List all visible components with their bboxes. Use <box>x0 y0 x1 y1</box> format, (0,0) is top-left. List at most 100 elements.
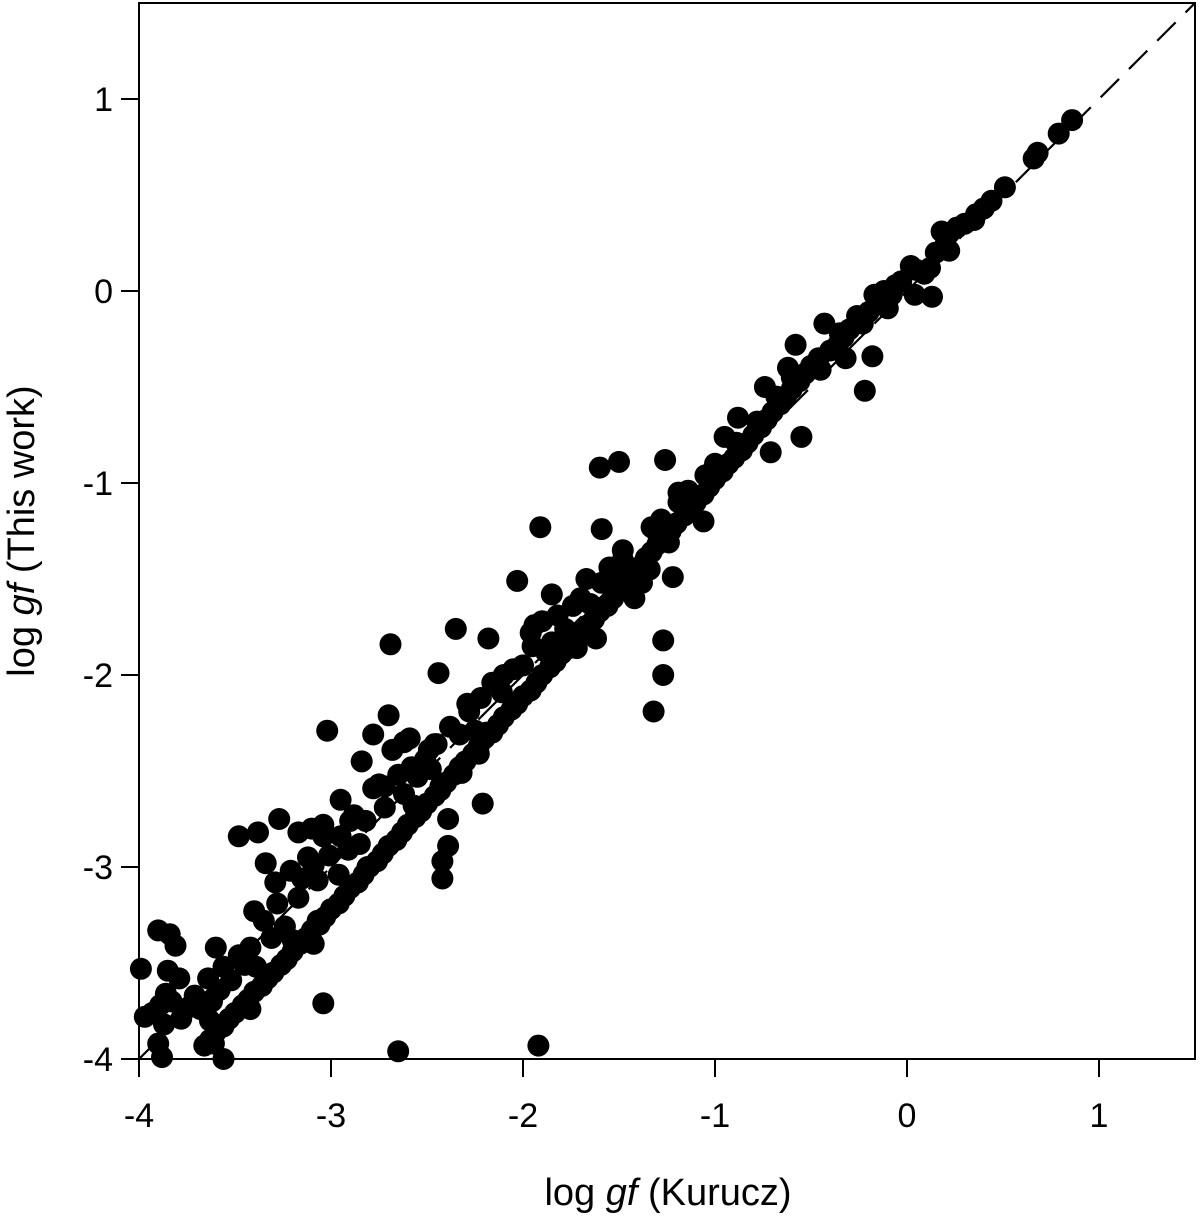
data-point <box>692 510 715 533</box>
data-point <box>129 957 152 980</box>
data-point <box>828 322 851 345</box>
data-point <box>506 569 529 592</box>
data-point <box>431 867 454 890</box>
data-point <box>279 859 302 882</box>
data-point <box>861 345 884 368</box>
data-point <box>379 633 402 656</box>
y-axis-ticks: -4 -3 -2 -1 0 1 <box>83 81 139 1079</box>
data-point <box>921 285 943 308</box>
data-point <box>753 376 776 398</box>
data-point <box>264 871 287 894</box>
data-point <box>133 1005 156 1028</box>
data-point <box>608 450 630 473</box>
data-point <box>297 846 319 869</box>
data-point <box>373 775 396 798</box>
data-point <box>153 1013 175 1036</box>
x-axis-title-prefix: log <box>544 1172 605 1214</box>
data-point <box>287 886 310 909</box>
data-point <box>212 955 235 978</box>
x-tick-label: -2 <box>508 1097 538 1135</box>
data-point <box>471 792 494 815</box>
data-point <box>565 637 588 660</box>
data-point <box>204 936 227 959</box>
data-point <box>903 283 926 306</box>
data-point <box>156 959 179 982</box>
data-point <box>590 518 613 541</box>
data-point <box>492 664 515 686</box>
data-point <box>266 892 289 915</box>
data-point <box>350 750 373 773</box>
data-point <box>329 788 352 811</box>
data-point <box>427 662 450 685</box>
data-point <box>623 587 646 610</box>
data-point <box>809 358 832 381</box>
x-tick-label: 1 <box>1090 1097 1109 1135</box>
data-point <box>402 794 425 817</box>
data-point <box>393 731 415 754</box>
data-point <box>417 738 440 761</box>
data-point <box>477 627 500 650</box>
x-axis-title: log gf (Kurucz) <box>544 1172 791 1214</box>
data-point <box>444 617 467 640</box>
x-tick-label: 0 <box>898 1097 917 1135</box>
y-axis-title: log gf (This work) <box>1 385 43 676</box>
data-point <box>725 431 748 454</box>
x-axis-title-italic: gf <box>606 1172 641 1214</box>
data-point <box>281 929 304 951</box>
data-point <box>356 856 379 878</box>
data-point <box>197 967 220 990</box>
y-axis-title-suffix: (This work) <box>1 385 43 583</box>
data-point <box>1047 122 1070 145</box>
data-point <box>387 1040 410 1063</box>
data-point <box>930 220 953 243</box>
data-point <box>429 775 452 798</box>
data-point <box>654 449 677 471</box>
data-point <box>529 516 552 539</box>
data-point <box>302 932 325 955</box>
data-point <box>316 719 339 742</box>
x-tick-label: -3 <box>316 1097 346 1135</box>
data-point <box>362 723 385 746</box>
data-point <box>963 209 986 231</box>
data-point <box>243 900 266 923</box>
data-point <box>727 406 749 429</box>
x-tick-label: -4 <box>124 1097 154 1135</box>
data-point <box>938 239 961 262</box>
plot-area <box>138 2 1196 1060</box>
data-point <box>239 998 262 1021</box>
data-point <box>227 825 250 848</box>
data-point <box>646 521 669 544</box>
data-point <box>863 283 886 306</box>
data-point <box>456 692 479 715</box>
data-point <box>834 347 857 370</box>
data-point <box>540 583 563 606</box>
data-point <box>746 410 769 433</box>
data-point <box>467 742 490 765</box>
y-tick-label: -2 <box>83 657 113 695</box>
data-point <box>652 629 675 652</box>
data-points <box>129 109 1084 1070</box>
x-axis-title-suffix: (Kurucz) <box>637 1172 791 1214</box>
data-point <box>212 1048 235 1070</box>
y-tick-label: -4 <box>83 1041 113 1079</box>
data-point <box>227 944 250 967</box>
data-point <box>327 863 350 886</box>
x-tick-label: -1 <box>700 1097 730 1135</box>
data-point <box>312 813 335 836</box>
y-tick-label: 0 <box>94 273 113 311</box>
data-point <box>611 548 634 571</box>
y-tick-label: -3 <box>83 849 113 887</box>
data-point <box>475 721 498 744</box>
data-point <box>661 566 684 589</box>
data-point <box>306 909 329 932</box>
data-point <box>585 627 607 650</box>
data-point <box>439 715 461 738</box>
data-point <box>634 546 657 569</box>
data-point <box>588 456 611 479</box>
data-point <box>254 852 277 875</box>
data-point <box>164 934 187 957</box>
data-point <box>575 568 598 590</box>
data-point <box>377 704 400 727</box>
data-point <box>268 808 291 830</box>
